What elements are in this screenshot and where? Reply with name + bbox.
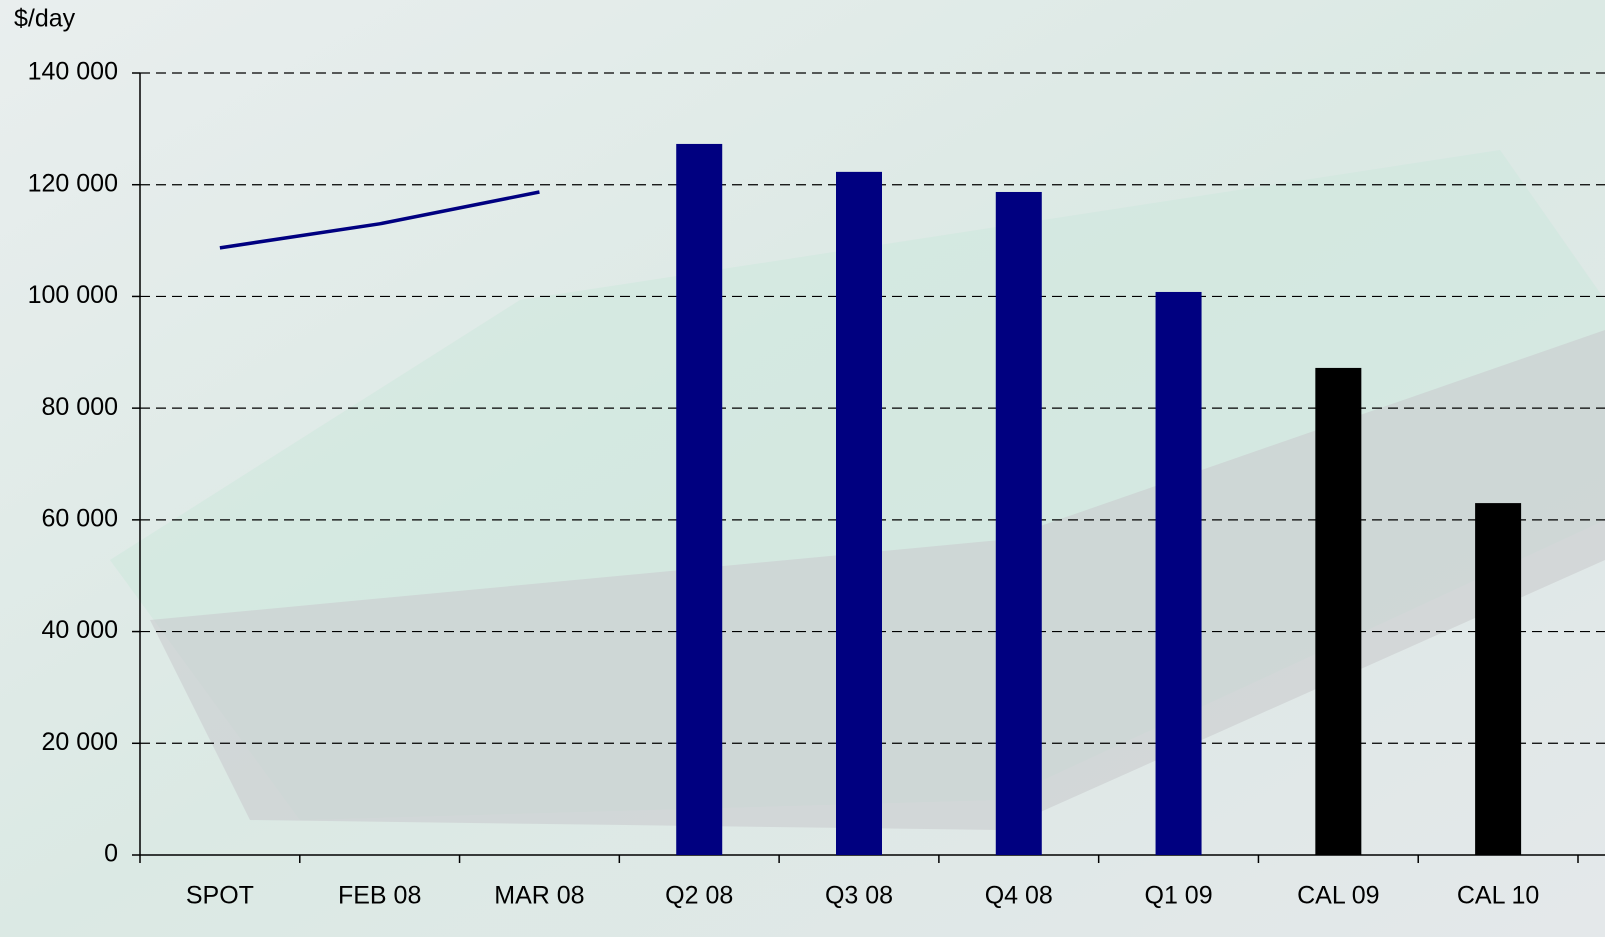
y-tick-label: 80 000 xyxy=(42,393,118,421)
bar xyxy=(836,171,882,856)
x-tick-label: MAR 08 xyxy=(494,882,584,910)
x-tick-label: SPOT xyxy=(186,882,254,910)
y-tick-label: 40 000 xyxy=(42,616,118,644)
x-tick-label: FEB 08 xyxy=(338,882,421,910)
bar xyxy=(1475,503,1522,855)
y-tick-label: 100 000 xyxy=(28,281,118,309)
y-tick-label: 60 000 xyxy=(42,504,118,532)
bar xyxy=(1315,367,1362,855)
line xyxy=(219,190,540,250)
x-tick-label: Q4 08 xyxy=(985,882,1053,910)
x-tick-label: Q2 08 xyxy=(665,882,733,910)
y-tick-label: 20 000 xyxy=(42,728,118,756)
y-tick-label: 120 000 xyxy=(28,169,118,197)
bar xyxy=(676,143,723,855)
x-tick-label: Q1 09 xyxy=(1145,882,1213,910)
y-tick-label: 140 000 xyxy=(28,58,118,86)
bar xyxy=(995,191,1042,855)
x-tick-label: CAL 09 xyxy=(1297,882,1379,910)
x-tick-label: CAL 10 xyxy=(1457,882,1539,910)
y-axis-label: $/day xyxy=(14,5,76,33)
x-tick-label: Q3 08 xyxy=(825,882,893,910)
y-tick-label: 0 xyxy=(104,840,118,868)
bar xyxy=(1155,291,1202,856)
